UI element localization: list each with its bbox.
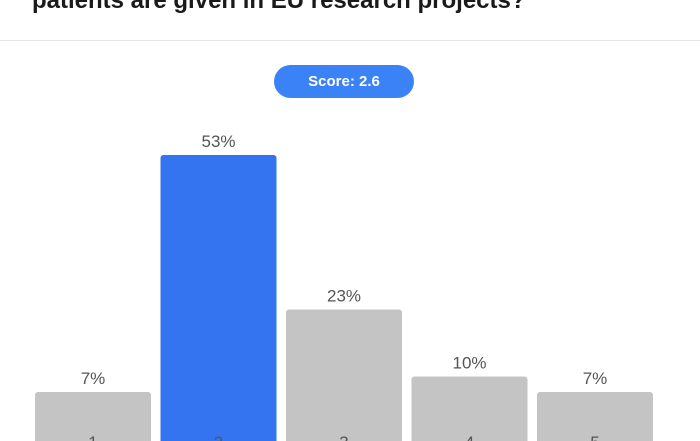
- bar-value-label: 53%: [201, 132, 235, 151]
- bar-3: [286, 309, 402, 441]
- header-divider: [0, 40, 700, 41]
- bar-value-label: 10%: [452, 353, 486, 372]
- x-tick-label: 3: [339, 433, 348, 441]
- bar-5: [537, 391, 653, 441]
- bar-2: [160, 155, 277, 441]
- x-tick-label: 1: [88, 433, 97, 441]
- x-tick-label: 4: [465, 433, 474, 441]
- bar-value-label: 23%: [327, 287, 361, 306]
- bar-1: [35, 391, 151, 441]
- bar-4: [411, 376, 528, 441]
- bar-value-label: 7%: [583, 369, 608, 388]
- question-title: patients are given in EU research projec…: [32, 0, 526, 14]
- x-tick-label: 2: [214, 433, 223, 441]
- bar-value-label: 7%: [81, 369, 106, 388]
- x-tick-label: 5: [590, 433, 599, 441]
- score-badge: Score: 2.6: [274, 65, 414, 98]
